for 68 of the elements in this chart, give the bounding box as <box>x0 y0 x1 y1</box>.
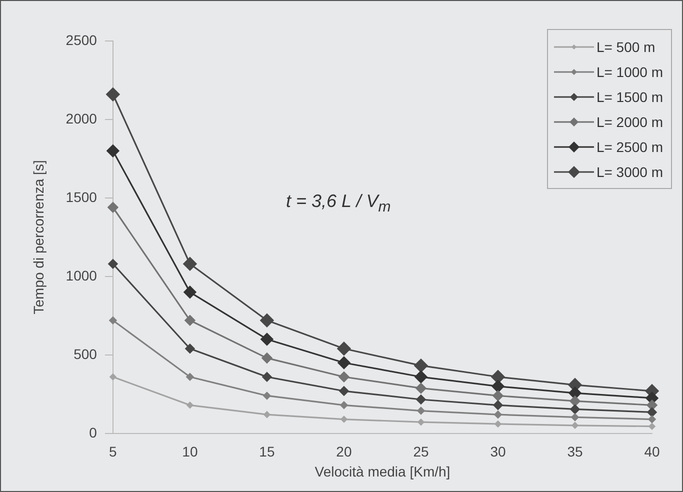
point <box>110 374 116 380</box>
x-tick-label: 20 <box>336 444 352 460</box>
point <box>185 344 195 354</box>
point <box>184 315 196 326</box>
point <box>647 407 657 418</box>
point <box>340 401 348 409</box>
point <box>416 394 426 404</box>
point <box>337 342 351 356</box>
y-tick-label: 2500 <box>66 32 98 48</box>
point <box>186 402 194 408</box>
point <box>417 407 425 415</box>
x-tick-label: 10 <box>182 444 198 460</box>
point <box>338 372 350 382</box>
y-axis-title: Tempo di percorrenza [s] <box>30 160 46 314</box>
legend-label: L= 1000 m <box>596 64 663 80</box>
legend-label: L= 2500 m <box>596 138 663 154</box>
x-tick-label: 40 <box>644 444 660 460</box>
point <box>183 257 197 271</box>
point <box>568 386 582 400</box>
point <box>414 358 428 372</box>
y-tick-label: 1000 <box>66 267 98 284</box>
point <box>491 370 505 384</box>
legend-label: L= 2000 m <box>596 114 663 130</box>
point <box>108 259 118 269</box>
point <box>109 316 117 324</box>
point <box>492 390 504 402</box>
x-tick-label: 15 <box>259 444 275 460</box>
point <box>646 400 658 410</box>
legend-label: L= 3000 m <box>596 164 663 180</box>
y-tick-label: 0 <box>89 424 98 440</box>
legend-label: L= 1500 m <box>596 88 663 104</box>
x-axis-title: Velocità media [Km/h] <box>314 463 450 480</box>
point <box>570 396 580 406</box>
point <box>648 423 656 430</box>
x-tick-label: 35 <box>567 444 583 460</box>
point <box>338 356 350 370</box>
point <box>260 332 274 346</box>
y-tick-label: 2000 <box>66 110 98 126</box>
x-tick-label: 25 <box>413 444 429 460</box>
point <box>492 380 504 393</box>
point <box>106 144 120 158</box>
point <box>339 386 349 396</box>
point <box>184 286 196 298</box>
point <box>493 400 503 410</box>
annotation: t = 3,6 L / V$_{m}$ <box>286 191 391 216</box>
point <box>572 422 578 429</box>
point <box>186 373 194 381</box>
point <box>416 382 426 394</box>
point <box>571 413 579 422</box>
y-tick-label: 500 <box>74 346 98 362</box>
legend-label: L= 500 m <box>596 38 656 54</box>
point <box>262 372 272 382</box>
point <box>494 410 502 418</box>
point <box>340 416 348 423</box>
point <box>260 314 274 328</box>
point <box>648 415 656 424</box>
x-tick-label: 5 <box>109 444 118 460</box>
y-tick-label: 1500 <box>66 188 98 205</box>
x-tick-label: 30 <box>490 444 506 460</box>
point <box>106 88 120 102</box>
point <box>570 404 580 414</box>
point <box>264 411 270 418</box>
point <box>494 420 502 428</box>
point <box>263 392 271 400</box>
point <box>108 202 118 213</box>
point <box>418 418 424 426</box>
point <box>262 352 272 364</box>
point <box>414 370 428 384</box>
